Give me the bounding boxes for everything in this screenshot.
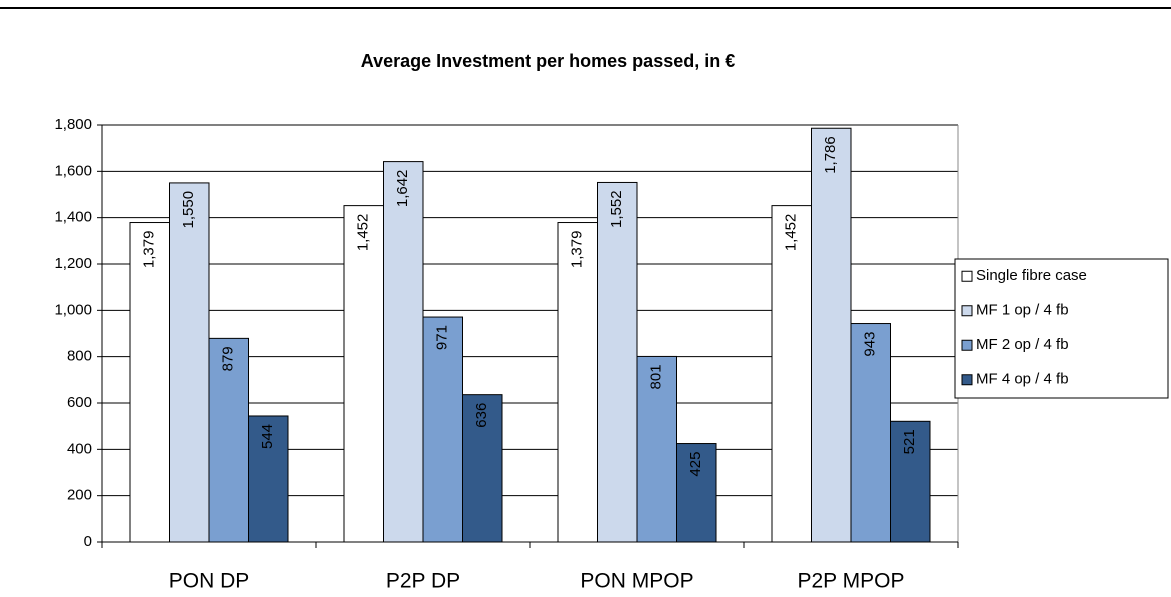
legend-swatch	[961, 339, 973, 351]
y-tick-label: 1,800	[54, 116, 92, 133]
bar	[129, 222, 170, 543]
data-label: 943	[862, 332, 879, 357]
data-label: 1,552	[608, 190, 625, 228]
chart-title: Average Investment per homes passed, in …	[361, 51, 735, 71]
y-tick-label: 1,000	[54, 301, 92, 318]
bar	[557, 222, 598, 543]
bar	[636, 355, 677, 543]
bar	[597, 181, 638, 543]
bar	[343, 205, 384, 543]
y-tick-label: 1,400	[54, 209, 92, 226]
legend-box	[954, 258, 1169, 399]
y-tick-label: 1,200	[54, 255, 92, 272]
bar	[383, 161, 424, 543]
data-label: 801	[648, 364, 665, 389]
data-label: 1,786	[822, 136, 839, 174]
legend-swatch	[961, 305, 973, 317]
data-label: 544	[259, 424, 276, 449]
data-label: 1,452	[783, 214, 800, 252]
bar	[169, 182, 210, 543]
legend-swatch	[961, 374, 973, 386]
legend-label: MF 2 op / 4 fb	[976, 336, 1069, 353]
x-tick-label: PON DP	[169, 570, 250, 593]
data-label: 1,550	[180, 191, 197, 229]
bar	[208, 337, 249, 543]
y-tick-label: 200	[67, 487, 92, 504]
y-tick-label: 1,600	[54, 162, 92, 179]
bar	[811, 127, 852, 543]
y-tick-label: 600	[67, 394, 92, 411]
x-tick-label: P2P MPOP	[798, 570, 905, 593]
y-tick-label: 800	[67, 348, 92, 365]
bar	[771, 205, 812, 543]
legend-label: Single fibre case	[976, 267, 1087, 284]
x-tick-label: PON MPOP	[580, 570, 693, 593]
x-tick-label: P2P DP	[386, 570, 460, 593]
y-tick-label: 400	[67, 440, 92, 457]
y-tick-label: 0	[84, 533, 92, 550]
data-label: 521	[901, 429, 918, 454]
data-label: 971	[434, 325, 451, 350]
bar	[676, 443, 717, 543]
bar	[850, 323, 891, 543]
data-label: 1,379	[141, 231, 158, 269]
bar	[890, 420, 931, 543]
legend-swatch	[961, 270, 973, 282]
data-label: 1,379	[569, 231, 586, 269]
data-label: 1,452	[355, 214, 372, 252]
data-label: 1,642	[394, 170, 411, 208]
data-label: 879	[220, 346, 237, 371]
legend-label: MF 1 op / 4 fb	[976, 302, 1069, 319]
bar	[462, 394, 503, 543]
data-label: 636	[473, 403, 490, 428]
legend-label: MF 4 op / 4 fb	[976, 371, 1069, 388]
data-label: 425	[687, 452, 704, 477]
